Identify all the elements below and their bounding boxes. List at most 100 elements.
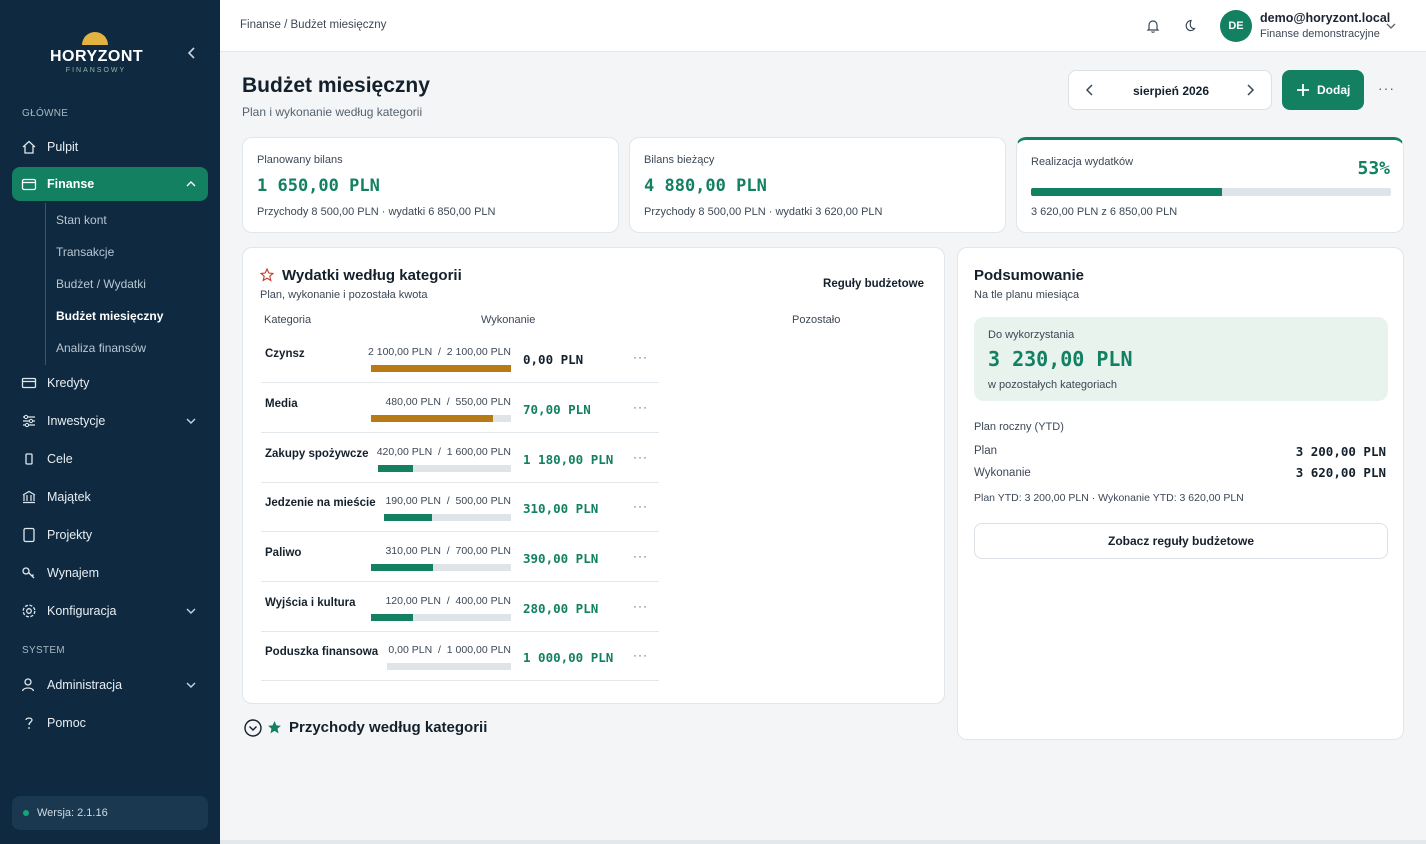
submenu-item-stan-kont[interactable]: Stan kont [56,213,107,227]
submenu-item-transakcje[interactable]: Transakcje [56,245,115,259]
row-remaining: 310,00 PLN [523,501,599,516]
expense-row[interactable]: Wyjścia i kultura 120,00 PLN / 400,00 PLN… [261,583,659,632]
chevron-circle-down-icon[interactable] [244,719,262,737]
income-section-title[interactable]: Przychody według kategorii [289,719,488,736]
plan-label: Plan [974,445,998,457]
sidebar-item-majatek[interactable]: Majątek [12,480,208,514]
submenu-item-analiza-finansow[interactable]: Analiza finansów [56,341,147,355]
sidebar-item-wynajem[interactable]: Wynajem [12,556,208,590]
budget-rules-link[interactable]: Reguły budżetowe [823,278,924,290]
row-remaining: 1 180,00 PLN [523,452,614,467]
available-value: 3 230,00 PLN [988,347,1133,371]
sidebar-item-administracja[interactable]: Administracja [12,668,208,702]
submenu-item-budzet-wydatki[interactable]: Budżet / Wydatki [56,277,146,291]
row-progress-bar [378,465,511,472]
sidebar-item-kredyty[interactable]: Kredyty [12,366,208,400]
moon-icon[interactable] [1181,18,1197,34]
row-plan: 550,00 PLN [455,396,511,408]
add-button[interactable]: Dodaj [1282,70,1364,110]
month-label[interactable]: sierpień 2026 [1132,84,1210,98]
sidebar-item-cele[interactable]: Cele [12,442,208,476]
kpi-title: Bilans bieżący [644,154,715,166]
row-more-button[interactable]: ··· [633,599,648,613]
expense-row[interactable]: Zakupy spożywcze 420,00 PLN / 1 600,00 PL… [261,434,659,483]
kpi-planned-balance: Planowany bilans 1 650,00 PLN Przychody … [242,137,619,233]
version-text: Wersja: 2.1.16 [37,807,108,819]
logo-brand: HORYZONT [50,48,144,65]
kpi-title: Planowany bilans [257,154,343,166]
sidebar-item-projekty[interactable]: Projekty [12,518,208,552]
sidebar-item-label: Administracja [47,678,123,692]
chevron-down-icon[interactable] [1385,20,1397,32]
expense-row[interactable]: Poduszka finansowa 0,00 PLN / 1 000,00 PL… [261,632,659,681]
row-category: Czynsz [265,348,305,360]
avatar[interactable]: DE [1220,10,1252,42]
column-header-execution: Wykonanie [481,314,536,326]
star-outline-icon[interactable] [260,268,274,282]
expense-row[interactable]: Jedzenie na mieście 190,00 PLN / 500,00 P… [261,483,659,532]
row-progress-fill [384,514,432,521]
sidebar-item-pomoc[interactable]: Pomoc [12,706,208,740]
ytd-note: Plan YTD: 3 200,00 PLN · Wykonanie YTD: … [974,492,1244,504]
bank-icon [22,490,36,504]
star-filled-icon[interactable] [267,720,282,735]
more-options-button[interactable]: ··· [1378,80,1395,96]
execution-value: 3 620,00 PLN [1295,465,1386,480]
tablet-icon [23,527,35,543]
submenu-item-budzet-miesieczny[interactable]: Budżet miesięczny [56,309,164,323]
logo-sun-icon [82,32,108,45]
section-label-main: GŁÓWNE [22,108,69,119]
plus-icon [1297,84,1309,96]
row-progress-bar [371,415,511,422]
row-more-button[interactable]: ··· [633,450,648,464]
row-more-button[interactable]: ··· [633,549,648,563]
version-badge: Wersja: 2.1.16 [12,796,208,830]
row-more-button[interactable]: ··· [633,499,648,513]
row-progress-bar [371,614,511,621]
bell-icon[interactable] [1145,18,1161,34]
chevron-left-icon[interactable] [1083,83,1097,97]
app-logo[interactable]: HORYZONT FINANSOWY [50,30,144,76]
kpi-percent: 53% [1357,158,1390,179]
row-progress-fill [378,465,413,472]
available-label: Do wykorzystania [988,329,1075,341]
home-icon [22,140,36,154]
row-progress-fill [371,365,511,372]
chevron-right-icon[interactable] [1243,83,1257,97]
row-remaining: 390,00 PLN [523,551,599,566]
breadcrumb[interactable]: Finanse / Budżet miesięczny [240,19,387,31]
sidebar-item-label: Pulpit [47,140,79,154]
row-category: Media [265,398,298,410]
user-email[interactable]: demo@horyzont.local [1260,11,1391,25]
row-more-button[interactable]: ··· [633,648,648,662]
sidebar-item-label: Majątek [47,490,91,504]
ytd-label: Plan roczny (YTD) [974,421,1064,433]
kpi-detail: Przychody 8 500,00 PLN · wydatki 6 850,0… [257,206,496,218]
row-more-button[interactable]: ··· [633,400,648,414]
key-icon [22,567,35,579]
row-category: Poduszka finansowa [265,646,379,658]
topbar: Finanse / Budżet miesięczny DE demo@hory… [220,0,1426,52]
scrollbar-track[interactable] [220,840,1426,844]
page-title: Budżet miesięczny [242,74,430,97]
collapse-sidebar-button[interactable] [184,44,200,62]
row-amounts: 190,00 PLN / 500,00 PLN [385,495,511,507]
row-more-button[interactable]: ··· [633,350,648,364]
sidebar-item-konfiguracja[interactable]: Konfiguracja [12,594,208,628]
finanse-submenu: Stan kont Transakcje Budżet / Wydatki Bu… [45,203,205,365]
row-progress-fill [371,564,433,571]
sidebar-item-inwestycje[interactable]: Inwestycje [12,404,208,438]
kpi-current-balance: Bilans bieżący 4 880,00 PLN Przychody 8 … [629,137,1006,233]
expense-row[interactable]: Czynsz 2 100,00 PLN / 2 100,00 PLN 0,00 PL… [261,334,659,383]
sidebar-item-finanse[interactable]: Finanse [12,167,208,201]
column-header-remaining: Pozostało [792,314,841,326]
sidebar-item-pulpit[interactable]: Pulpit [12,130,208,164]
row-amounts: 2 100,00 PLN / 2 100,00 PLN [367,346,511,358]
row-progress-bar [371,365,511,372]
target-icon [25,453,33,465]
view-budget-rules-button[interactable]: Zobacz reguły budżetowe [974,523,1388,559]
card-subtitle: Na tle planu miesiąca [974,289,1080,301]
row-category: Paliwo [265,547,302,559]
expense-row[interactable]: Media 480,00 PLN / 550,00 PLN 70,00 PLN ··· [261,384,659,433]
expense-row[interactable]: Paliwo 310,00 PLN / 700,00 PLN 390,00 PLN ·… [261,533,659,582]
